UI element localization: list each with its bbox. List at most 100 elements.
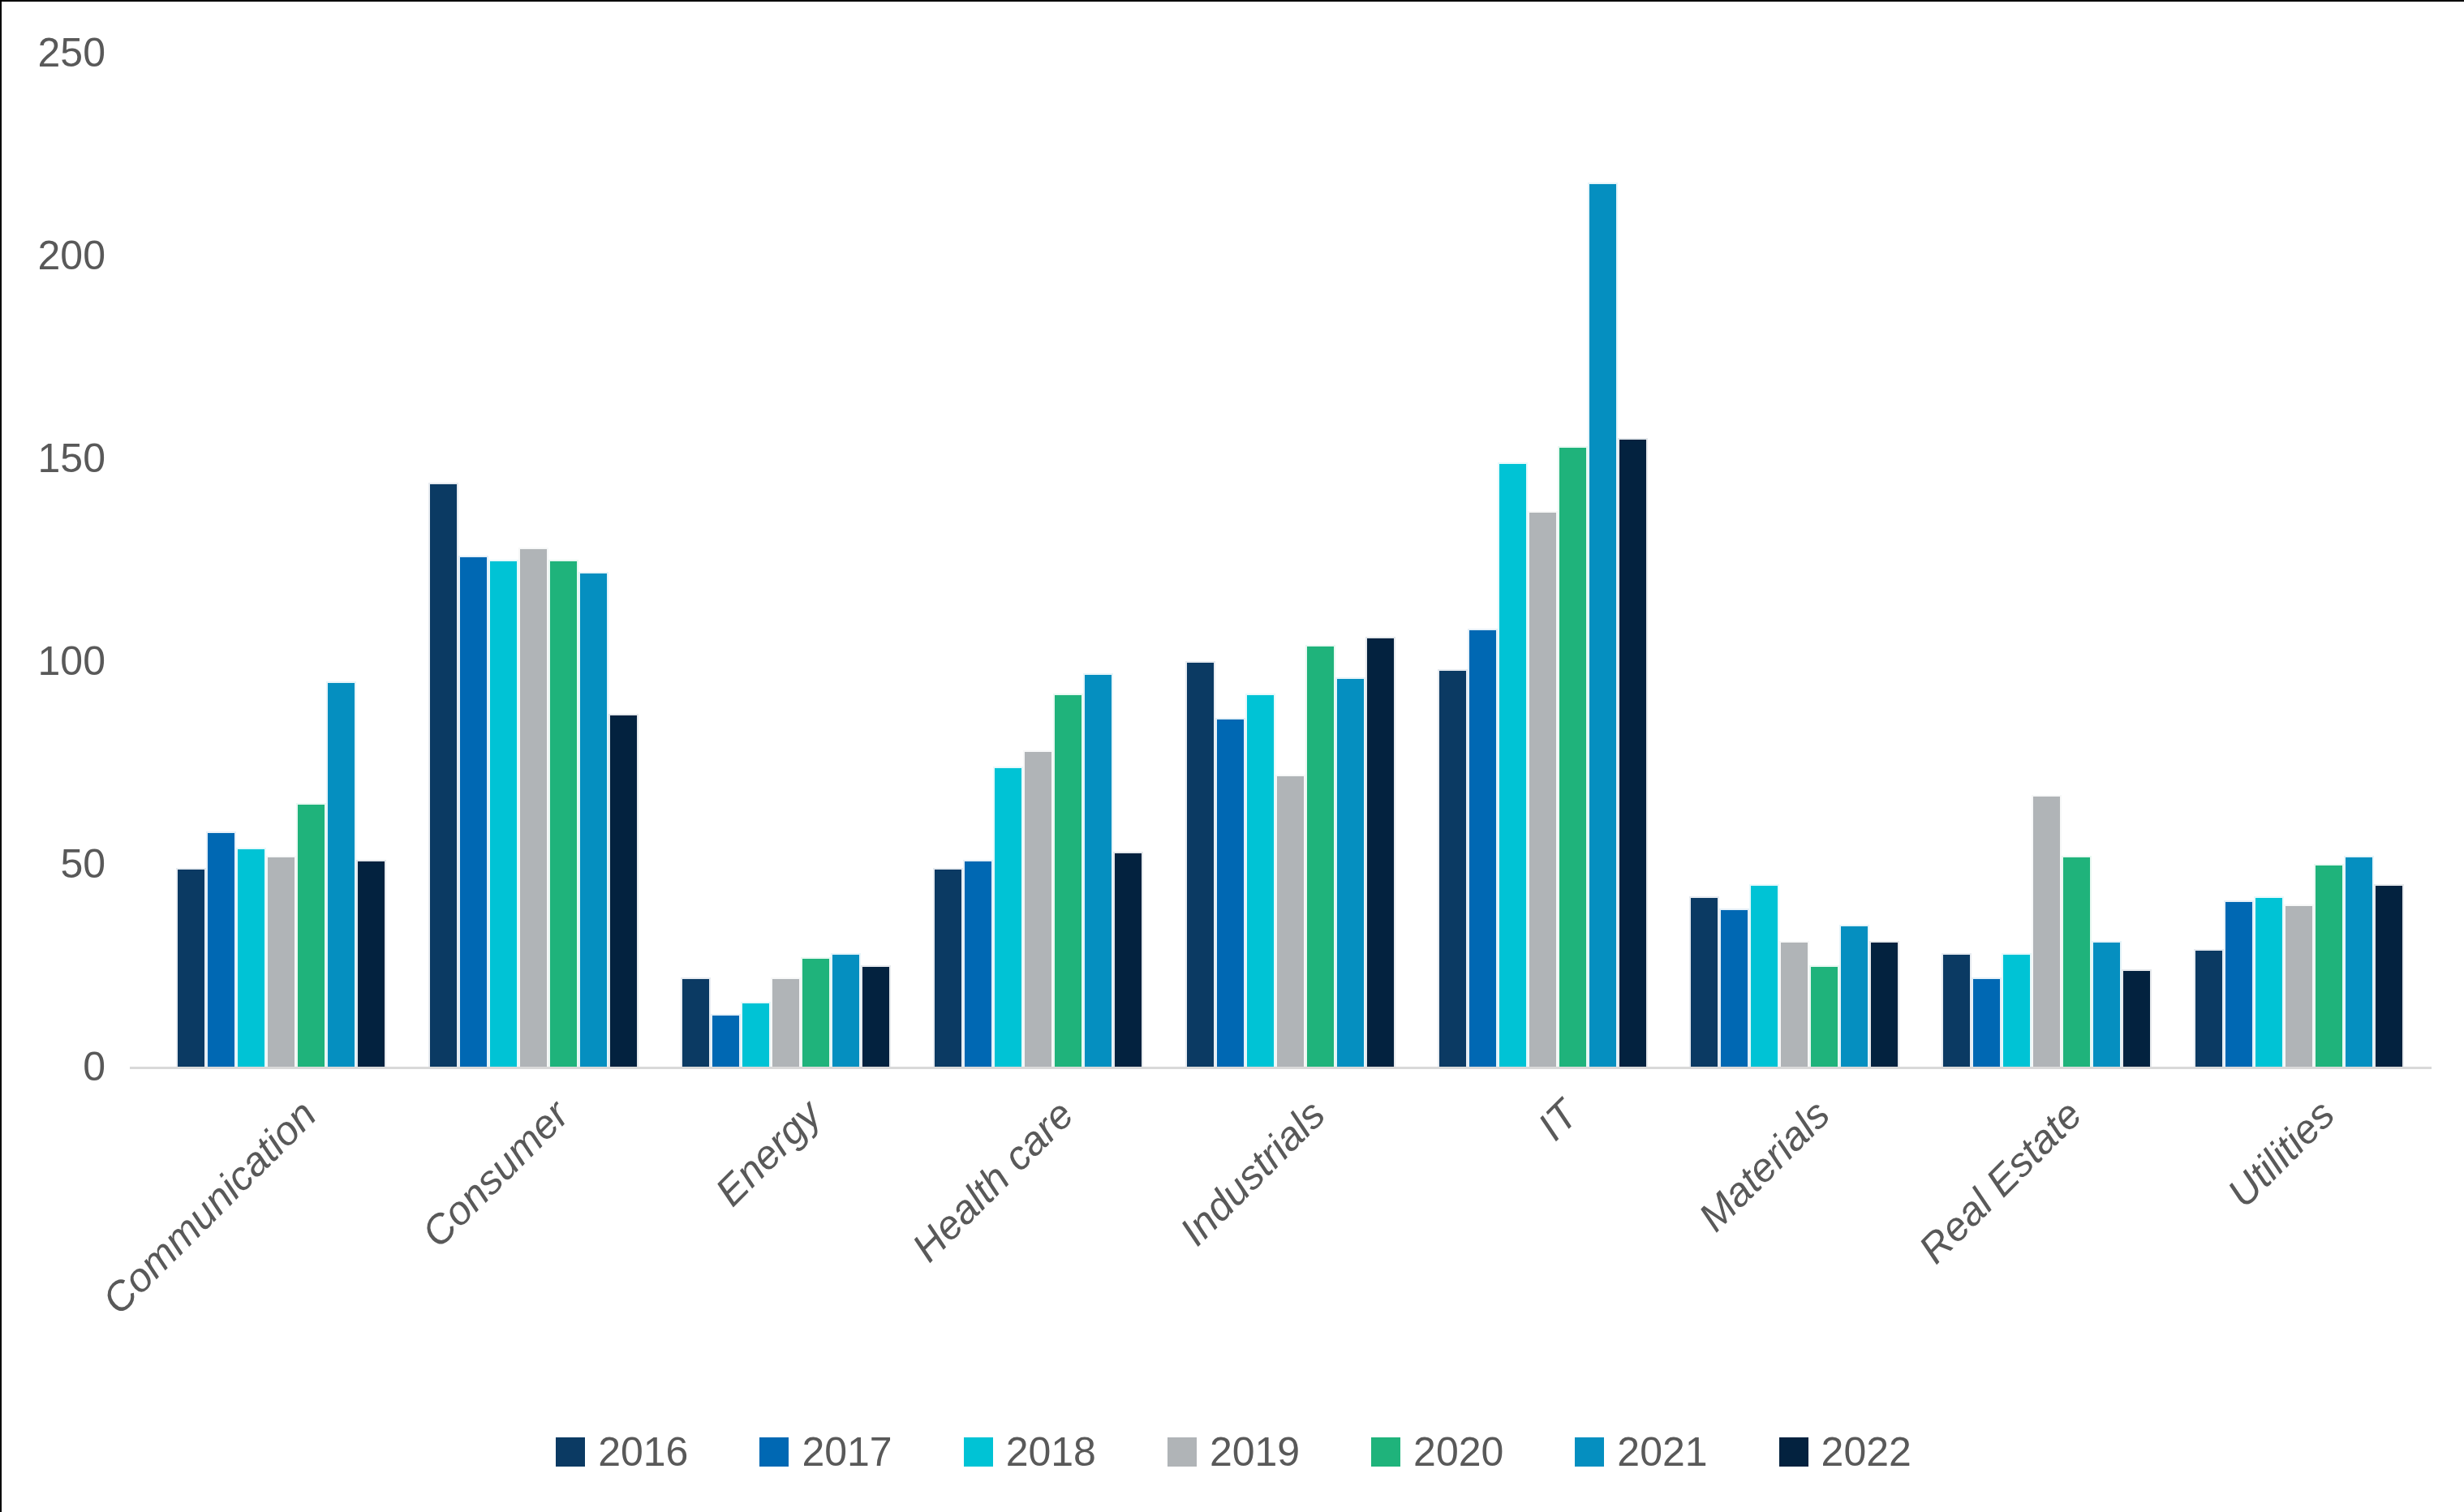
bar-2020-real-estate[interactable] [2062,856,2092,1067]
bar-group-real-estate [1942,795,2152,1067]
bar-2019-materials[interactable] [1779,941,1809,1067]
bar-2020-health-care[interactable] [1053,694,1083,1067]
bar-2021-it[interactable] [1588,183,1618,1067]
legend-label-2020: 2020 [1413,1432,1503,1472]
legend-swatch-2017 [759,1437,789,1467]
legend-swatch-2021 [1575,1437,1604,1467]
bar-2022-it[interactable] [1618,438,1648,1067]
legend-item-2020[interactable]: 2020 [1371,1432,1503,1472]
bar-2017-real-estate[interactable] [1972,977,2002,1067]
legend-item-2018[interactable]: 2018 [964,1432,1096,1472]
bar-2019-real-estate[interactable] [2032,795,2062,1067]
x-axis-label-energy: Energy [707,1093,828,1213]
bar-2018-industrials[interactable] [1245,694,1275,1067]
legend-swatch-2020 [1371,1437,1400,1467]
bar-group-health-care [933,673,1143,1067]
bar-2018-real-estate[interactable] [2002,953,2032,1067]
bar-2018-consumer[interactable] [488,560,518,1067]
bar-2020-energy[interactable] [801,957,831,1067]
bar-group-consumer [428,483,639,1067]
legend-item-2019[interactable]: 2019 [1167,1432,1300,1472]
bar-2017-materials[interactable] [1719,908,1749,1067]
legend-swatch-2019 [1167,1437,1197,1467]
bar-2022-industrials[interactable] [1365,637,1395,1067]
bar-group-industrials [1185,637,1395,1067]
bar-2017-communication[interactable] [206,831,236,1067]
bar-2019-utilities[interactable] [2284,904,2314,1067]
bar-2016-health-care[interactable] [933,868,963,1067]
bar-2016-energy[interactable] [681,977,711,1067]
bar-2021-energy[interactable] [831,953,861,1067]
bar-2017-health-care[interactable] [963,860,993,1067]
x-axis-label-utilities: Utilities [2220,1093,2342,1215]
bar-2021-consumer[interactable] [578,572,608,1067]
x-axis-label-industrials: Industrials [1172,1093,1333,1253]
bar-2017-industrials[interactable] [1215,718,1245,1067]
bar-2017-consumer[interactable] [458,556,488,1067]
bar-2018-health-care[interactable] [993,767,1023,1067]
bar-2016-communication[interactable] [176,868,206,1067]
bar-2019-health-care[interactable] [1023,750,1053,1067]
legend-label-2019: 2019 [1210,1432,1300,1472]
legend-item-2017[interactable]: 2017 [759,1432,892,1472]
bar-2018-utilities[interactable] [2254,896,2284,1067]
bar-2021-communication[interactable] [326,681,356,1067]
legend-item-2021[interactable]: 2021 [1575,1432,1707,1472]
bar-2019-consumer[interactable] [518,548,548,1067]
bar-2019-industrials[interactable] [1275,775,1305,1067]
bar-2017-it[interactable] [1468,629,1498,1067]
x-axis-label-consumer: Consumer [414,1093,576,1255]
bar-2016-industrials[interactable] [1185,661,1215,1067]
bar-2022-energy[interactable] [861,965,891,1067]
bar-2022-utilities[interactable] [2374,884,2404,1067]
y-axis-tick-label-250: 250 [0,32,105,73]
bar-2019-communication[interactable] [266,856,296,1067]
bar-2016-it[interactable] [1438,669,1468,1067]
bar-2018-it[interactable] [1498,462,1528,1067]
bar-2021-health-care[interactable] [1083,673,1113,1067]
bar-chart: 050100150200250 CommunicationConsumerEne… [0,0,2464,1512]
legend-item-2016[interactable]: 2016 [556,1432,688,1472]
x-axis-label-it: IT [1530,1093,1585,1148]
bar-2020-materials[interactable] [1809,965,1839,1067]
bar-2021-materials[interactable] [1839,925,1869,1067]
bar-2016-consumer[interactable] [428,483,458,1067]
bar-2018-communication[interactable] [236,848,266,1067]
bar-2022-consumer[interactable] [608,714,639,1067]
bar-2020-utilities[interactable] [2314,864,2344,1067]
bar-2021-industrials[interactable] [1335,677,1365,1067]
y-axis-tick-label-50: 50 [0,844,105,884]
bar-2018-materials[interactable] [1749,884,1779,1067]
bar-2022-health-care[interactable] [1113,852,1143,1067]
bar-2017-utilities[interactable] [2224,900,2254,1067]
legend: 2016 2017 2018 2019 2020 2021 2022 [2,1432,2464,1472]
bar-2022-real-estate[interactable] [2122,969,2152,1067]
bar-2020-industrials[interactable] [1305,645,1335,1067]
bar-2022-materials[interactable] [1869,941,1899,1067]
bar-2017-energy[interactable] [711,1014,741,1067]
bar-2018-energy[interactable] [741,1002,771,1067]
bar-2016-materials[interactable] [1689,896,1719,1067]
bar-2020-communication[interactable] [296,803,326,1067]
legend-label-2018: 2018 [1006,1432,1096,1472]
bar-group-it [1438,183,1648,1067]
legend-label-2022: 2022 [1821,1432,1911,1472]
legend-swatch-2016 [556,1437,585,1467]
bar-2016-utilities[interactable] [2194,949,2224,1067]
y-axis-tick-label-200: 200 [0,235,105,276]
bar-2022-communication[interactable] [356,860,386,1067]
bar-2019-energy[interactable] [771,977,801,1067]
bar-2020-it[interactable] [1558,446,1588,1067]
bar-2020-consumer[interactable] [548,560,578,1067]
bar-2019-it[interactable] [1528,511,1558,1067]
bar-group-utilities [2194,856,2404,1067]
bar-2016-real-estate[interactable] [1942,953,1972,1067]
legend-item-2022[interactable]: 2022 [1779,1432,1911,1472]
bar-2021-real-estate[interactable] [2092,941,2122,1067]
legend-label-2017: 2017 [802,1432,892,1472]
legend-label-2021: 2021 [1617,1432,1707,1472]
legend-swatch-2018 [964,1437,993,1467]
y-axis-tick-label-0: 0 [0,1046,105,1087]
x-axis-label-health-care: Health care [904,1093,1081,1269]
bar-2021-utilities[interactable] [2344,856,2374,1067]
